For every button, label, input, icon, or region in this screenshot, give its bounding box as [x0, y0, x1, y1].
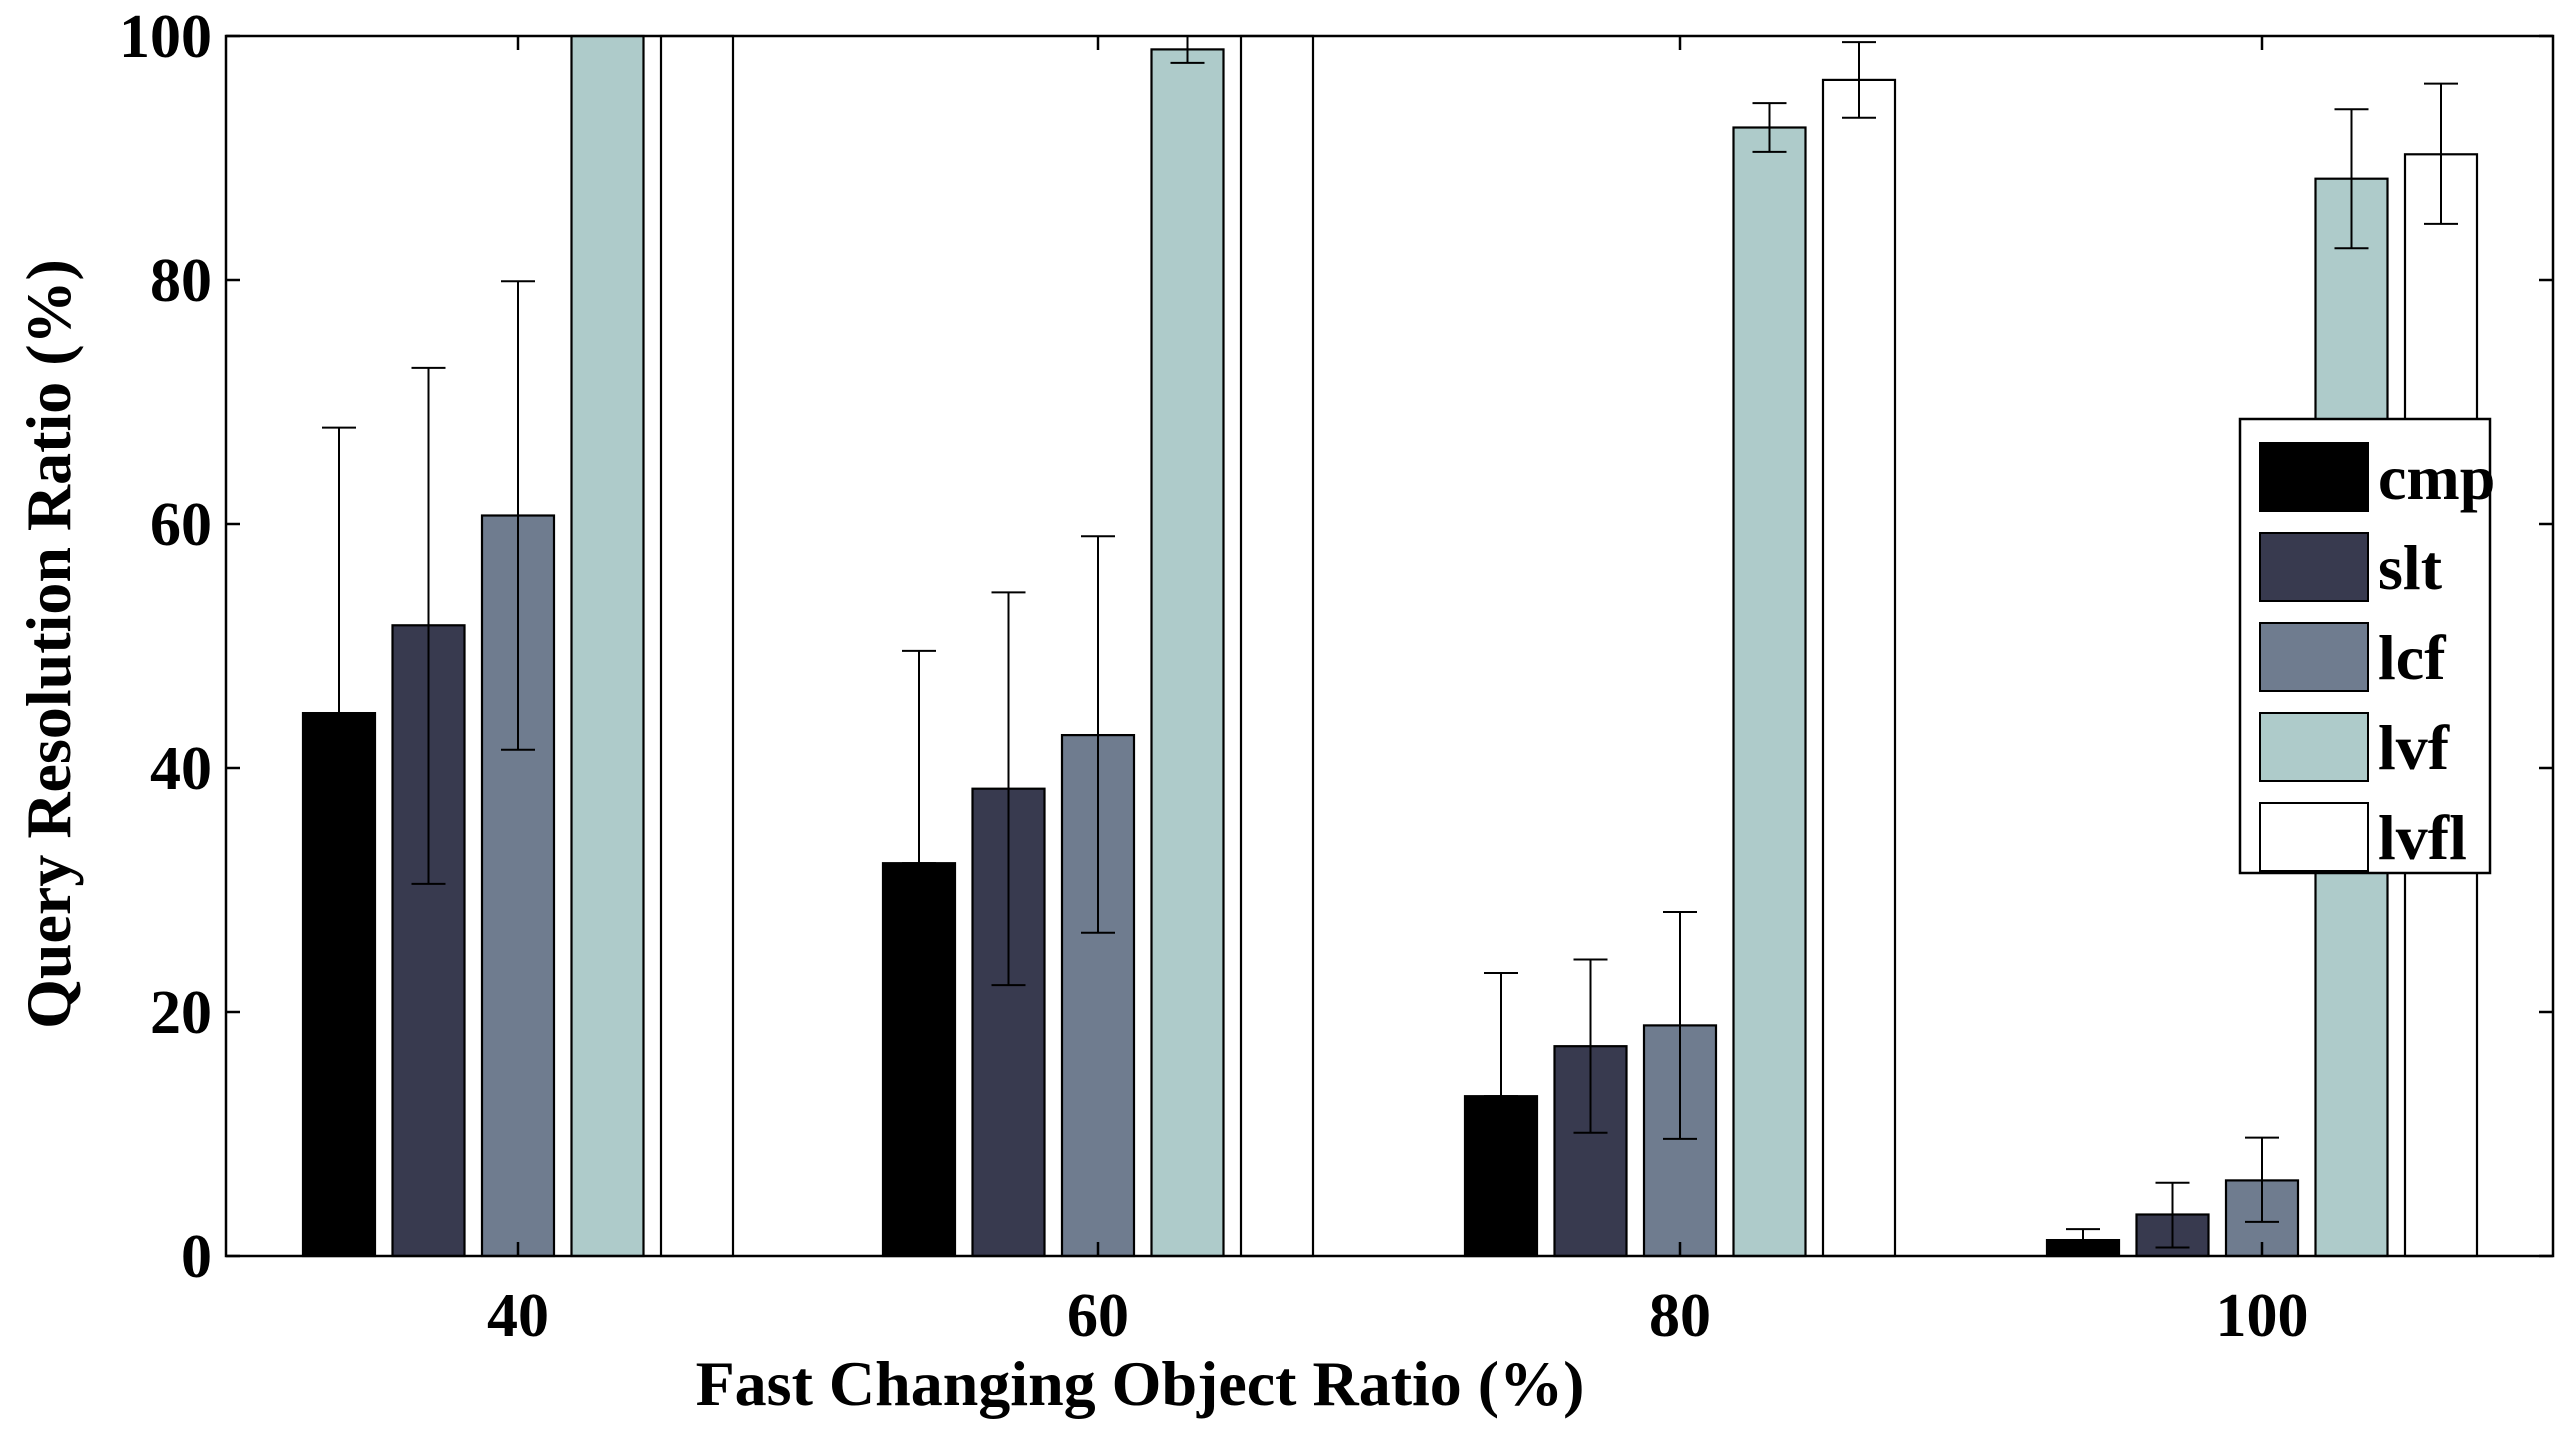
error-bar-slt-60 — [991, 591, 1026, 987]
y-tick-label: 80 — [150, 247, 212, 315]
bar-lvf-40 — [570, 34, 645, 1258]
y-tick-label: 40 — [150, 735, 212, 803]
error-bar-slt-100 — [2155, 1181, 2190, 1249]
legend-label: lcf — [2378, 622, 2446, 693]
error-bar-cmp-80 — [1484, 971, 1518, 1098]
bar-lvfl-40 — [659, 34, 735, 1258]
legend-swatch — [2259, 802, 2369, 872]
error-bar-cmp-100 — [2066, 1228, 2100, 1242]
error-bar-cmp-40 — [322, 426, 356, 715]
x-tick-label: 60 — [1067, 1282, 1129, 1350]
legend-label: lvfl — [2378, 802, 2467, 873]
y-tick-label: 20 — [150, 979, 212, 1047]
plot-frame — [224, 34, 2555, 1258]
bar-lvfl-60 — [1239, 34, 1315, 1258]
y-tick-label: 60 — [150, 491, 212, 559]
error-bar-lcf-40 — [501, 280, 535, 751]
bar-cmp-40 — [301, 711, 377, 1258]
bar-lvf-60 — [1150, 48, 1225, 1258]
tick-labels-layer: 0 20 40 60 80 100 40 60 80 100 — [119, 3, 2309, 1350]
x-tick-label: 100 — [2216, 1282, 2309, 1350]
legend-item-lcf: lcf — [2259, 622, 2446, 693]
x-tick-label: 40 — [487, 1282, 549, 1350]
legend-item-cmp: cmp — [2259, 442, 2495, 513]
bar-lvfl-80 — [1821, 78, 1897, 1258]
error-bar-lvfl-80 — [1842, 41, 1876, 119]
error-bar-lvf-100 — [2334, 108, 2369, 250]
legend-label: slt — [2378, 532, 2443, 603]
bar-lvf-80 — [1732, 126, 1807, 1258]
error-bar-lcf-100 — [2245, 1136, 2279, 1223]
legend-swatch — [2259, 532, 2369, 602]
legend-item-slt: slt — [2259, 532, 2443, 603]
legend-swatch — [2259, 442, 2369, 512]
bar-cmp-60 — [881, 862, 957, 1258]
error-bar-slt-80 — [1573, 958, 1608, 1134]
bar-cmp-100 — [2045, 1238, 2121, 1258]
x-axis-title: Fast Changing Object Ratio (%) — [696, 1348, 1585, 1419]
error-bar-lvf-80 — [1752, 102, 1787, 153]
error-bar-cmp-60 — [902, 649, 936, 865]
legend-item-lvf: lvf — [2259, 712, 2450, 783]
error-bar-lcf-80 — [1663, 910, 1697, 1140]
legend: cmp slt lcf lvf lvfl — [2238, 417, 2495, 875]
error-bar-slt-40 — [411, 366, 446, 885]
legend-swatch — [2259, 622, 2369, 692]
y-tick-label: 0 — [181, 1223, 212, 1291]
axes-layer — [224, 34, 2555, 1258]
error-bar-lvfl-100 — [2424, 82, 2458, 225]
legend-item-lvfl: lvfl — [2259, 802, 2467, 873]
error-bars-layer — [322, 35, 2458, 1249]
legend-label: cmp — [2378, 442, 2495, 513]
legend-swatch — [2259, 712, 2369, 782]
x-tick-label: 80 — [1649, 1282, 1711, 1350]
y-tick-label: 100 — [119, 3, 212, 71]
legend-label: lvf — [2378, 712, 2450, 783]
y-axis-title: Query Resolution Ratio (%) — [13, 259, 84, 1029]
bar-cmp-80 — [1463, 1095, 1539, 1258]
error-bar-lcf-60 — [1081, 535, 1115, 934]
